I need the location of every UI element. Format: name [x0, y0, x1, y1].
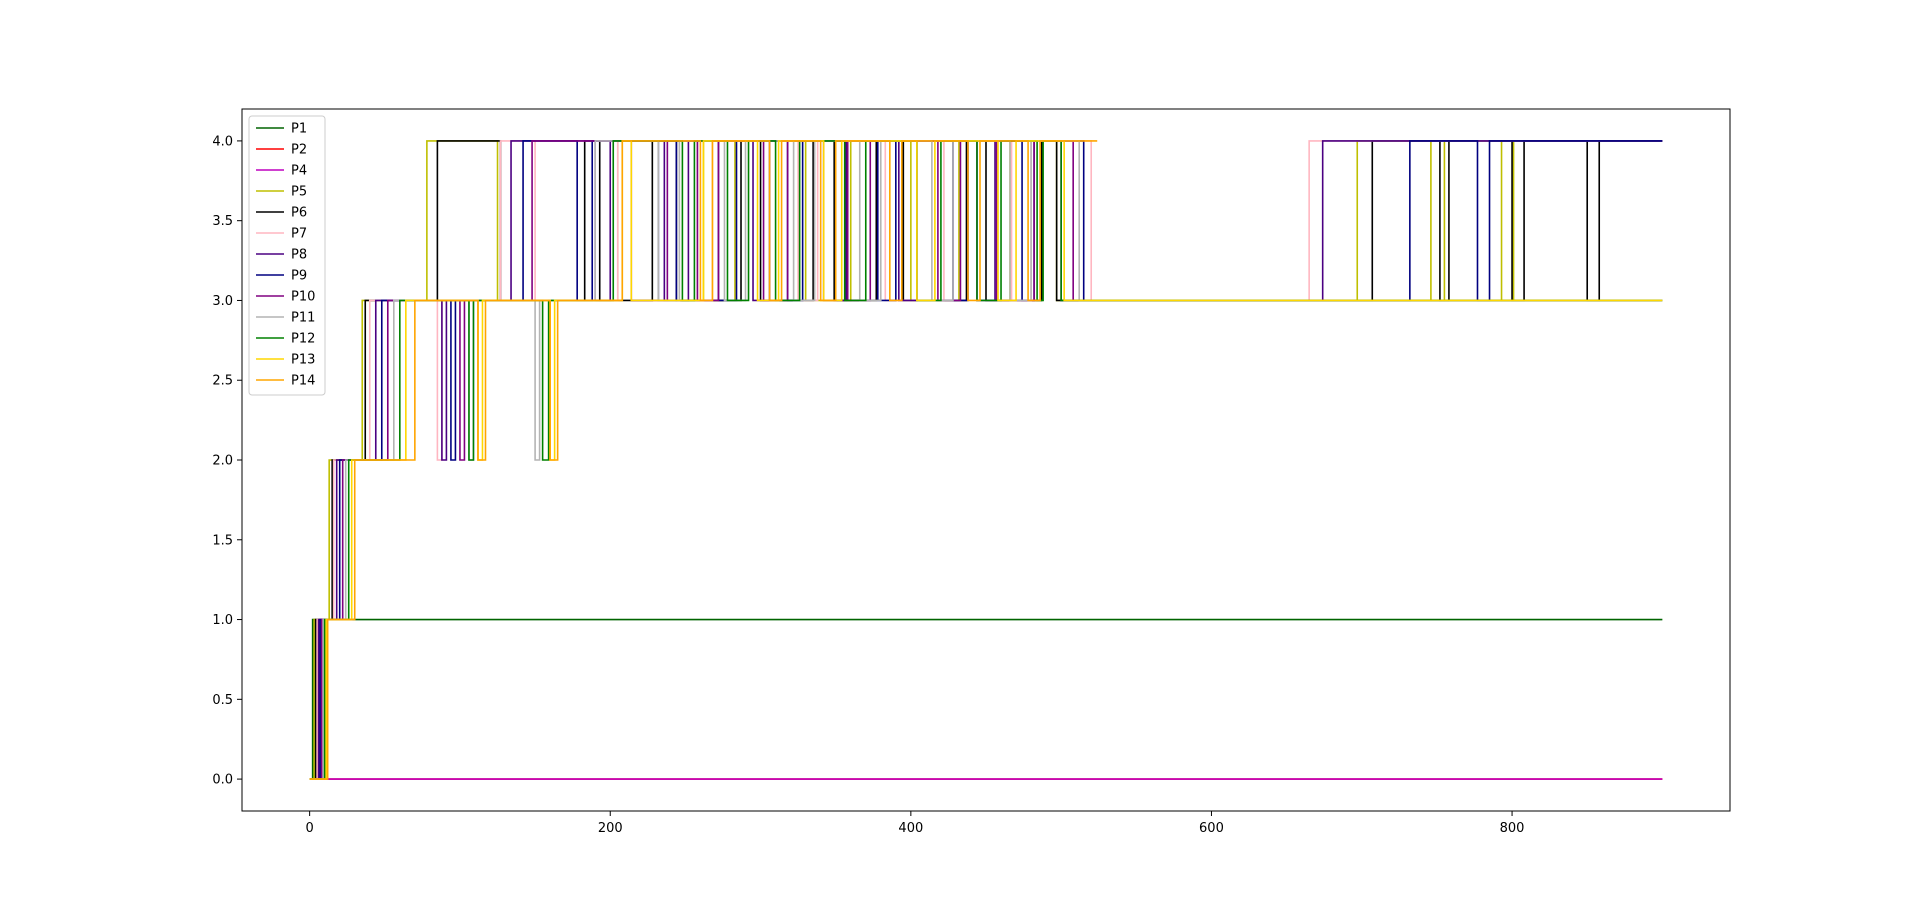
- legend-label-p6: P6: [291, 206, 307, 221]
- y-tick-label: 1.0: [212, 613, 233, 628]
- legend-label-p9: P9: [291, 269, 307, 284]
- y-tick-label: 0.5: [212, 693, 233, 708]
- legend-label-p2: P2: [291, 143, 307, 158]
- x-tick-label: 0: [305, 821, 313, 836]
- x-tick-label: 400: [898, 821, 923, 836]
- series-line-p1: [309, 618, 1663, 780]
- y-tick-label: 1.5: [212, 533, 233, 548]
- x-tick-label: 800: [1500, 821, 1525, 836]
- y-tick-label: 2.5: [212, 374, 233, 389]
- x-tick-label: 600: [1199, 821, 1224, 836]
- y-tick-label: 4.0: [212, 134, 233, 149]
- legend-label-p10: P10: [291, 290, 315, 305]
- y-tick-label: 3.5: [212, 214, 233, 229]
- series-line-p14: [309, 140, 1098, 780]
- legend-label-p11: P11: [291, 311, 315, 326]
- legend-label-p5: P5: [291, 185, 307, 200]
- legend-label-p13: P13: [291, 353, 315, 368]
- axis-layer: 0 200 400 600 800 0.0 0.5 1.0 1.5 2.0 2.5 3.0 3.5 4.0: [212, 134, 1524, 836]
- y-tick-label: 0.0: [212, 773, 233, 788]
- legend-label-p14: P14: [291, 374, 315, 389]
- legend-label-p12: P12: [291, 332, 315, 347]
- y-tick-label: 2.0: [212, 454, 233, 469]
- legend-label-p7: P7: [291, 227, 307, 242]
- legend-label-p1: P1: [291, 122, 307, 137]
- series-layer: [309, 140, 1663, 780]
- legend-box: [248, 115, 326, 396]
- series-line-p6: [309, 140, 1663, 780]
- legend: P1 P2 P4 P5 P6 P7 P8 P9 P10 P11 P12 P13 P14: [248, 115, 326, 396]
- legend-label-p8: P8: [291, 248, 307, 263]
- y-tick-label: 3.0: [212, 294, 233, 309]
- legend-label-p4: P4: [291, 164, 307, 179]
- series-line-p12: [309, 140, 1663, 780]
- x-tick-label: 200: [598, 821, 623, 836]
